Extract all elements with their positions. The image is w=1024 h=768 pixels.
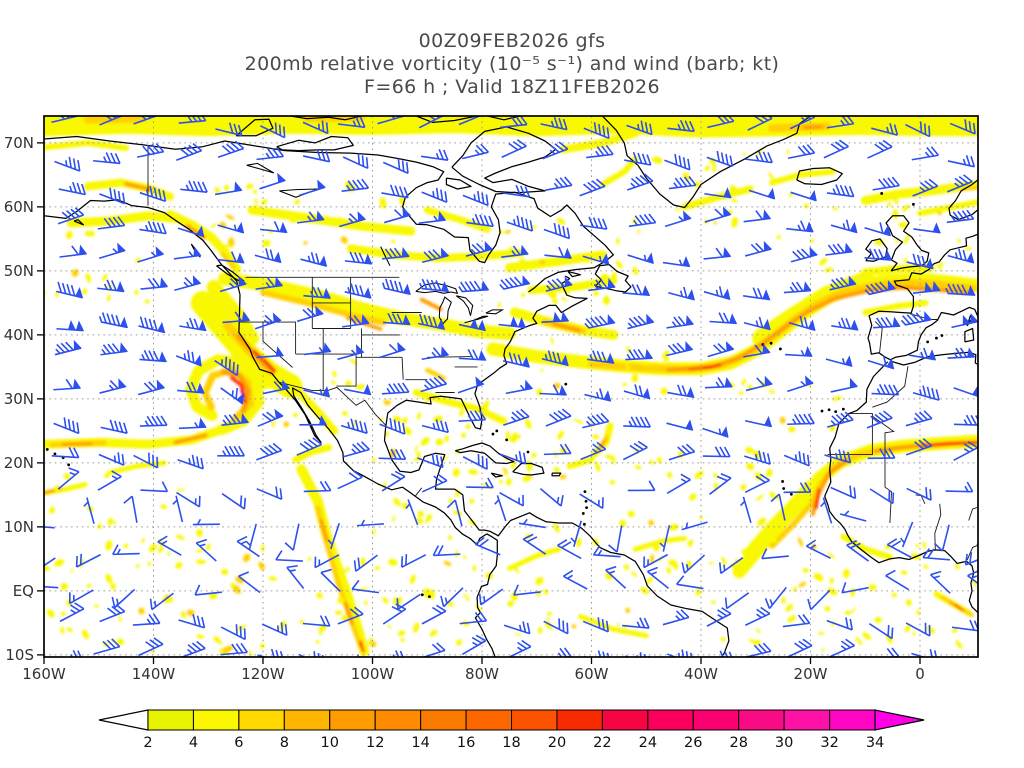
colorbar-tick-label: 30 (775, 735, 793, 751)
colorbar-tick-label: 6 (234, 735, 243, 751)
lon-tick-label: 120W (241, 665, 285, 683)
colorbar-tick-label: 16 (457, 735, 475, 751)
lon-tick-label: 20W (794, 665, 828, 683)
lat-tick-label: 10N (4, 518, 34, 536)
colorbar-tick-label: 4 (189, 735, 198, 751)
title-init-time: 00Z09FEB2026 gfs (418, 30, 606, 52)
lat-tick-label: 30N (4, 390, 34, 408)
lon-tick-label: 140W (132, 665, 176, 683)
chart-titles: 00Z09FEB2026 gfs 200mb relative vorticit… (0, 30, 1024, 99)
coastline-layer (44, 116, 978, 657)
colorbar-tick-label: 24 (639, 735, 657, 751)
lat-tick-label: 10S (5, 646, 34, 664)
colorbar-under-arrow (98, 709, 149, 731)
colorbar-tick-label: 20 (548, 735, 566, 751)
title-field: 200mb relative vorticity (10⁻⁵ s⁻¹) and … (244, 53, 780, 75)
lon-tick-label: 100W (351, 665, 395, 683)
lat-tick-label: 20N (4, 454, 34, 472)
colorbar-tick-label: 2 (143, 735, 152, 751)
wind-barb-layer (44, 116, 978, 657)
colorbar-tick-label: 14 (411, 735, 429, 751)
lon-tick-label: 60W (575, 665, 609, 683)
colorbar-tick-label: 26 (684, 735, 702, 751)
lat-tick-label: 40N (4, 326, 34, 344)
colorbar-tick-label: 32 (820, 735, 838, 751)
lon-tick-label: 0 (915, 665, 925, 683)
title-valid-time: F=66 h ; Valid 18Z11FEB2026 (364, 76, 660, 98)
colorbar-tick-label: 12 (366, 735, 384, 751)
lat-tick-label: EQ (13, 582, 34, 600)
colorbar-tick-label: 22 (593, 735, 611, 751)
colorbar: 2 4 6 8 10 12 14 16 18 20 22 24 26 28 30 32 34 (98, 709, 925, 751)
lat-tick-label: 70N (4, 134, 34, 152)
graticule (44, 116, 978, 657)
colorbar-tick-label: 18 (502, 735, 520, 751)
vorticity-fill-layer (44, 116, 978, 657)
lat-tick-label: 60N (4, 198, 34, 216)
colorbar-tick-label: 10 (321, 735, 339, 751)
lat-tick-label: 50N (4, 262, 34, 280)
colorbar-tick-label: 28 (729, 735, 747, 751)
lon-tick-label: 80W (465, 665, 499, 683)
colorbar-over-arrow (874, 709, 925, 731)
lon-tick-label: 40W (684, 665, 718, 683)
lon-tick-label: 160W (22, 665, 66, 683)
colorbar-tick-label: 8 (280, 735, 289, 751)
colorbar-tick-label: 34 (866, 735, 884, 751)
